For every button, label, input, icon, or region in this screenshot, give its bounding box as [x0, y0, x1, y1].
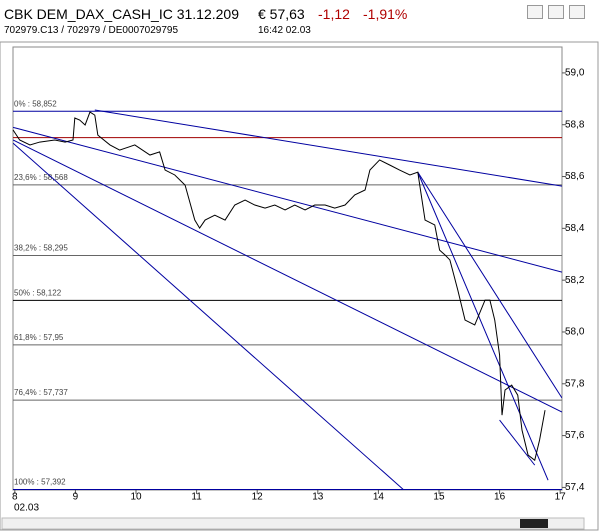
price-line: [12, 111, 546, 462]
trend-line: [499, 419, 536, 466]
y-tick-label: 58,6: [565, 171, 585, 182]
trend-line: [13, 142, 405, 490]
trend-line: [13, 126, 562, 273]
ids: 702979.C13 / 702979 / DE0007029795: [4, 25, 179, 36]
trend-line: [13, 139, 562, 413]
x-tick-label: 13: [312, 492, 324, 503]
x-sublabel: 02.03: [14, 503, 39, 514]
fib-label: 61,8% : 57,95: [14, 333, 64, 342]
icon-button[interactable]: [569, 5, 585, 19]
scroll-thumb[interactable]: [520, 519, 548, 528]
y-tick-label: 59,0: [565, 68, 585, 79]
fib-label: 50% : 58,122: [14, 288, 62, 297]
x-tick-label: 12: [252, 492, 264, 503]
change: -1,12: [318, 6, 350, 22]
x-tick-label: 10: [130, 492, 142, 503]
icon-button[interactable]: [548, 5, 564, 19]
frame: [0, 41, 599, 531]
x-tick-label: 8: [12, 492, 18, 503]
change-pct: -1,91%: [363, 6, 408, 22]
price: € 57,63: [258, 6, 305, 22]
fib-label: 0% : 58,852: [14, 99, 57, 108]
fib-label: 76,4% : 57,737: [14, 388, 68, 397]
x-tick-label: 14: [373, 492, 385, 503]
title: CBK DEM_DAX_CASH_IC 31.12.209: [4, 6, 239, 22]
y-tick-label: 58,8: [565, 119, 585, 130]
x-tick-label: 17: [555, 492, 567, 503]
fib-label: 23,6% : 58,568: [14, 173, 68, 182]
y-tick-label: 57,4: [565, 482, 585, 493]
header: CBK DEM_DAX_CASH_IC 31.12.209 € 57,63 -1…: [0, 0, 599, 42]
trend-line: [94, 109, 562, 187]
icon-button[interactable]: [527, 5, 543, 19]
x-tick-label: 16: [494, 492, 506, 503]
y-tick-label: 58,0: [565, 327, 585, 338]
y-tick-label: 58,2: [565, 275, 585, 286]
trend-line: [417, 171, 549, 481]
plot-area: [12, 46, 563, 491]
y-tick-label: 57,6: [565, 430, 585, 441]
x-tick-label: 11: [191, 492, 202, 503]
time: 16:42 02.03: [258, 25, 311, 36]
fib-label: 38,2% : 58,295: [14, 244, 68, 253]
x-tick-label: 9: [73, 492, 79, 503]
y-tick-label: 57,8: [565, 378, 585, 389]
scrollbar[interactable]: [1, 517, 585, 530]
y-tick-label: 58,4: [565, 223, 585, 234]
fib-label: 100% : 57,392: [14, 478, 66, 487]
trend-line: [417, 171, 562, 399]
x-tick-label: 15: [433, 492, 445, 503]
